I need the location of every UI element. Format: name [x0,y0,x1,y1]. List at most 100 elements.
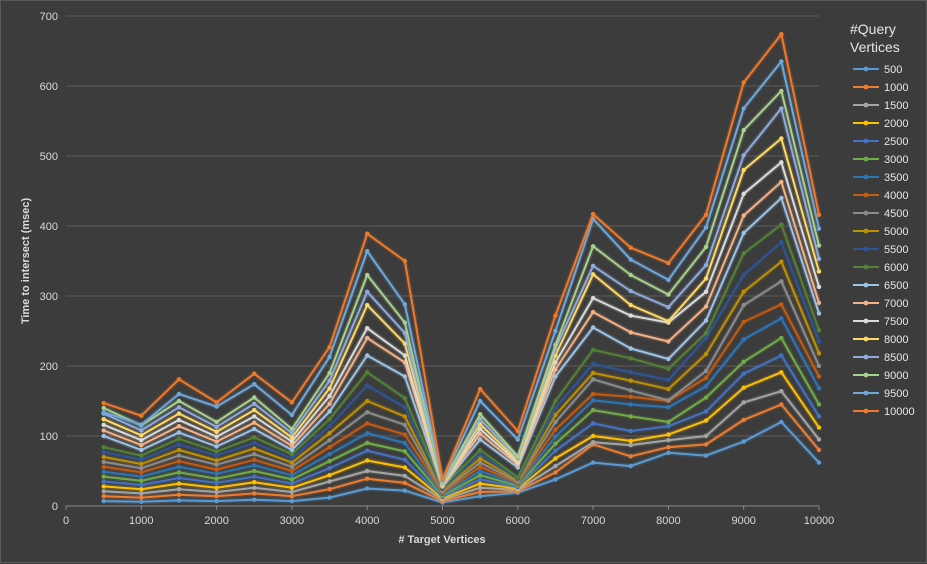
legend-label: 10000 [884,406,915,418]
data-point [440,477,445,482]
x-tick-label: 1000 [129,515,153,527]
data-point [289,464,295,469]
data-point [176,481,182,486]
data-point [590,263,596,269]
legend-item: 9500 [853,388,908,400]
legend-marker [863,138,869,144]
legend-marker [863,84,869,90]
data-point [327,344,332,350]
data-point [553,313,558,318]
data-point [289,443,295,448]
data-point [779,353,784,358]
data-point [289,426,295,432]
data-point [590,377,596,382]
x-tick-label: 3000 [280,515,304,527]
legend-item: 4500 [853,208,908,220]
series-line [103,303,820,494]
data-point [402,353,408,358]
data-point [628,438,633,444]
series-line [103,137,820,486]
data-point [666,432,671,437]
data-point [628,288,633,294]
gridlines [66,15,819,507]
data-point [101,428,106,433]
series-line [103,197,820,488]
legend-label: 1500 [884,100,908,112]
data-point [176,464,182,469]
data-point [402,449,408,454]
data-point [139,453,144,458]
data-point [176,453,182,458]
data-point [666,305,671,310]
data-point [553,374,558,379]
y-tick-label: 200 [40,361,58,373]
legend-label: 7500 [884,316,908,328]
data-point [327,378,332,383]
data-point [816,402,822,407]
data-point [477,489,483,495]
data-point [101,459,106,465]
legend-item: 3000 [853,154,908,166]
data-point [402,374,408,379]
data-point [779,88,784,94]
data-point [289,473,295,478]
data-point [139,466,144,471]
data-point [779,316,784,321]
data-point [628,442,633,448]
data-point [666,292,671,297]
data-point [477,456,483,461]
data-point [703,330,709,336]
data-point [365,486,370,491]
series-lines [101,31,822,505]
legend-label: 4000 [884,190,908,202]
legend-item: 6500 [853,280,908,292]
data-point [365,398,370,404]
data-point [101,498,106,504]
data-point [176,424,182,429]
data-point [816,374,822,379]
data-point [252,382,257,387]
data-point [402,405,408,410]
data-point [402,488,408,493]
data-point [402,258,408,264]
data-point [101,479,106,484]
data-point [402,396,408,401]
data-point [214,480,219,486]
data-point [666,450,671,455]
data-point [365,302,370,308]
data-point [477,485,483,490]
data-point [327,495,332,500]
data-point [176,405,182,410]
data-point [590,347,596,353]
data-point [327,445,332,450]
y-tick-label: 700 [40,11,58,23]
data-point [402,465,408,470]
data-point [289,447,295,453]
legend-label: 1000 [884,82,908,94]
data-point [214,498,219,504]
data-point [214,429,219,434]
data-point [139,447,144,453]
data-point [666,339,671,344]
legend-item: 4000 [853,190,908,202]
data-point [816,300,822,306]
data-point [553,342,558,348]
data-point [741,106,746,111]
data-point [289,435,295,440]
data-point [365,458,370,463]
data-point [327,354,332,360]
data-point [101,445,106,450]
data-point [741,251,746,256]
data-point [327,487,332,492]
data-point [477,386,483,392]
data-point [477,447,483,453]
data-point [139,457,144,462]
data-point [327,393,332,399]
data-point [703,263,709,268]
data-point [252,426,257,432]
data-point [779,389,784,394]
data-point [628,257,633,262]
data-point [176,411,182,416]
